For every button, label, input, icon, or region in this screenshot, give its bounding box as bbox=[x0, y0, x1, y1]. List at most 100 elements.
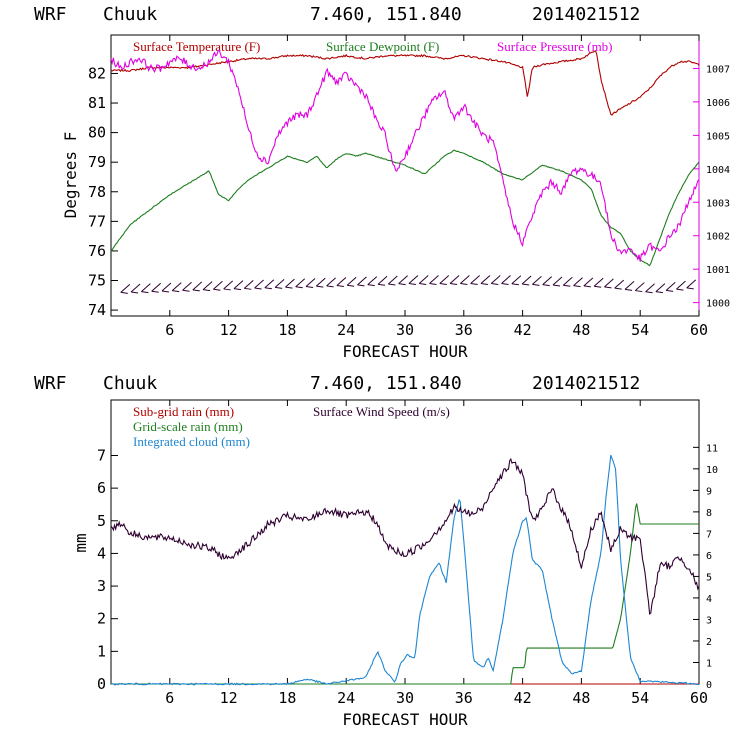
wind-barb bbox=[377, 275, 388, 285]
y2-tick-label: 2 bbox=[706, 637, 712, 648]
wind-barb-staff bbox=[614, 287, 622, 290]
legend-surface-dewpoint: Surface Dewpoint (F) bbox=[326, 39, 439, 54]
wind-barb bbox=[624, 280, 635, 290]
y2-tick-label: 1002 bbox=[706, 232, 730, 243]
wind-barb bbox=[305, 278, 316, 287]
y2-tick-label: 5 bbox=[706, 572, 712, 583]
top-y-ticks: 74 75 76 77 78 79 80 81 82 bbox=[88, 64, 118, 319]
wind-barb bbox=[326, 277, 336, 287]
wind-barb-staff bbox=[419, 282, 427, 285]
top-y-axis-label: Degrees F bbox=[61, 132, 80, 219]
wind-barb-staff bbox=[377, 283, 386, 286]
y2-tick-label: 1 bbox=[706, 658, 712, 669]
wind-barb bbox=[336, 277, 347, 286]
wind-speed-line bbox=[110, 457, 700, 615]
y-tick-label: 75 bbox=[88, 272, 106, 290]
wind-barb bbox=[367, 276, 378, 285]
y2-tick-label: 1005 bbox=[706, 131, 730, 142]
y2-tick-label: 1007 bbox=[706, 64, 730, 75]
bottom-y-axis-label: mm bbox=[71, 533, 90, 552]
wind-barb bbox=[490, 275, 501, 284]
wind-barb-staff bbox=[264, 287, 272, 290]
y-tick-label: 1 bbox=[97, 642, 106, 660]
wind-barb-staff bbox=[460, 282, 468, 285]
top-panel: 6 12 18 24 30 36 42 48 54 60 74 75 76 77 78 79 80 81 82 1… bbox=[61, 34, 730, 361]
y2-tick-label: 1004 bbox=[706, 165, 730, 176]
top-plot-frame bbox=[110, 34, 700, 317]
y-tick-label: 77 bbox=[88, 212, 106, 230]
y-tick-label: 3 bbox=[97, 577, 106, 595]
wind-barb-staff bbox=[357, 284, 365, 287]
wind-barb-staff bbox=[552, 284, 561, 287]
x-tick-label: 48 bbox=[572, 689, 590, 707]
wind-barb bbox=[192, 281, 203, 291]
wind-barb bbox=[264, 279, 275, 289]
wind-barb-staff bbox=[398, 283, 406, 286]
wind-barb bbox=[604, 278, 614, 288]
wind-barb-staff bbox=[213, 288, 221, 291]
x-tick-label: 54 bbox=[631, 689, 649, 707]
wind-barb bbox=[213, 280, 223, 290]
bottom-y2-ticks: 0 1 2 3 4 5 6 7 8 9 10 11 bbox=[693, 443, 718, 691]
wind-barb bbox=[470, 275, 480, 284]
legend-surface-temperature: Surface Temperature (F) bbox=[133, 39, 260, 54]
wind-barb-staff bbox=[120, 291, 128, 294]
integrated-cloud-line bbox=[110, 454, 699, 686]
x-tick-label: 30 bbox=[396, 321, 414, 339]
wind-barb-staff bbox=[604, 286, 612, 289]
y-tick-label: 78 bbox=[88, 183, 106, 201]
x-tick-label: 12 bbox=[220, 321, 238, 339]
temperature-line bbox=[110, 50, 700, 116]
top-panel-header: WRF Chuuk 7.460, 151.840 2014021512 bbox=[34, 4, 640, 25]
wind-barb bbox=[676, 280, 686, 290]
wind-barb bbox=[141, 283, 151, 293]
y2-tick-label: 6 bbox=[706, 551, 712, 562]
wind-barb-staff bbox=[491, 282, 499, 285]
wind-barb bbox=[120, 283, 131, 293]
top-y2-ticks: 1000 1001 1002 1003 1004 1005 1006 1007 bbox=[693, 64, 730, 310]
wind-barb-staff bbox=[223, 288, 231, 291]
wind-barb-staff bbox=[131, 291, 139, 294]
init-time-2: 2014021512 bbox=[532, 373, 640, 394]
wind-barb-staff bbox=[203, 289, 211, 292]
wind-barb bbox=[645, 283, 655, 293]
wind-barb-staff bbox=[326, 285, 334, 288]
wind-barb bbox=[243, 279, 254, 289]
wind-barb-staff bbox=[182, 289, 190, 292]
wind-barb bbox=[449, 275, 460, 284]
y2-tick-label: 11 bbox=[706, 443, 718, 454]
y2-tick-label: 7 bbox=[706, 529, 712, 540]
wind-barb-staff bbox=[470, 282, 478, 285]
x-tick-label: 18 bbox=[278, 689, 296, 707]
wind-barb bbox=[254, 279, 264, 289]
y2-tick-label: 1006 bbox=[706, 98, 730, 109]
wind-barb-staff bbox=[429, 282, 437, 285]
wind-barb bbox=[398, 275, 408, 285]
wind-barb-staff bbox=[295, 286, 303, 289]
x-tick-label: 36 bbox=[455, 321, 473, 339]
wind-barb-staff bbox=[388, 283, 396, 286]
wind-barb bbox=[151, 282, 162, 292]
wind-barb bbox=[655, 283, 666, 293]
wind-barb-staff bbox=[192, 289, 200, 292]
legend-surface-pressure: Surface Pressure (mb) bbox=[497, 39, 613, 54]
wind-barb-staff bbox=[161, 290, 170, 293]
y2-tick-label: 4 bbox=[706, 594, 712, 605]
wind-barb-staff bbox=[275, 286, 283, 289]
y2-tick-label: 0 bbox=[706, 680, 712, 691]
x-tick-label: 12 bbox=[220, 689, 238, 707]
y2-tick-label: 8 bbox=[706, 508, 712, 519]
y-tick-label: 6 bbox=[97, 479, 106, 497]
x-tick-label: 24 bbox=[337, 689, 355, 707]
wind-barb bbox=[583, 277, 594, 287]
y2-tick-label: 1000 bbox=[706, 299, 730, 310]
wind-barb-staff bbox=[141, 291, 149, 294]
wind-barb bbox=[418, 275, 429, 284]
wind-barb-staff bbox=[244, 287, 252, 290]
wind-barb bbox=[315, 277, 326, 287]
wind-barb bbox=[460, 275, 470, 284]
wind-barb bbox=[634, 282, 645, 291]
wind-barb-staff bbox=[532, 283, 540, 286]
y-tick-label: 80 bbox=[88, 124, 106, 142]
init-time: 2014021512 bbox=[532, 4, 640, 25]
